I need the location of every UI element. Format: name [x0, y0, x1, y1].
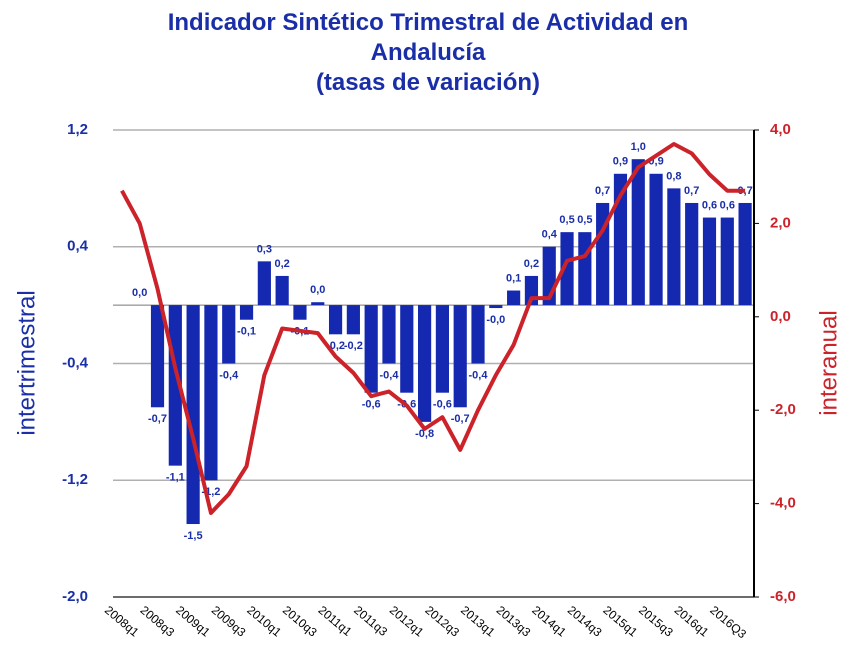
title-block: Indicador Sintético Trimestral de Activi…	[108, 8, 748, 98]
bar	[631, 159, 645, 306]
y2-tick-label: -4,0	[770, 495, 796, 512]
data-label: -0,7	[148, 413, 167, 425]
x-tick-label: 2009q1	[173, 603, 213, 640]
x-tick-label: 2009q3	[209, 603, 249, 640]
y-tick-label: -2,0	[62, 588, 88, 605]
bar	[311, 302, 325, 306]
bar	[382, 305, 396, 364]
bar	[596, 202, 610, 306]
data-label: -0,7	[451, 413, 470, 425]
x-tick-label: 2016Q3	[707, 603, 749, 641]
data-label: 0,5	[559, 214, 574, 226]
bar	[578, 232, 592, 306]
bar	[328, 305, 343, 335]
bar	[667, 188, 681, 306]
x-tick-label: 2010q1	[244, 603, 284, 640]
bar	[613, 173, 628, 306]
data-label: 0,0	[132, 287, 147, 299]
x-tick-label: 2014q1	[529, 603, 569, 640]
bar	[222, 305, 236, 364]
x-tick-label: 2016q1	[672, 603, 712, 640]
bar	[738, 202, 752, 306]
data-label: 0,3	[257, 243, 272, 255]
x-tick-label: 2012q1	[387, 603, 427, 640]
bar	[400, 305, 414, 393]
bar	[507, 290, 521, 306]
y2-tick-label: 2,0	[770, 214, 791, 231]
bar	[186, 305, 200, 525]
data-label: 0,6	[720, 199, 735, 211]
data-label: 0,7	[684, 185, 699, 197]
data-label: -1,5	[184, 530, 203, 542]
data-label: -0,0	[486, 314, 505, 326]
x-tick-label: 2013q3	[494, 603, 534, 640]
bar	[418, 305, 432, 422]
y2-tick-label: -2,0	[770, 401, 796, 418]
y2-tick-label: 4,0	[770, 121, 791, 138]
x-tick-label: 2010q3	[280, 603, 320, 640]
bar	[453, 305, 467, 408]
bar	[150, 305, 165, 408]
chart-title: Indicador Sintético Trimestral de Activi…	[167, 9, 689, 66]
x-tick-label: 2011q1	[316, 603, 355, 639]
data-label: 0,2	[524, 258, 539, 270]
y-tick-label: 0,4	[67, 238, 89, 255]
line	[120, 142, 746, 515]
bar	[702, 217, 717, 306]
data-label: -0,8	[415, 428, 434, 440]
bar	[275, 275, 289, 306]
bar	[471, 305, 485, 364]
bar	[346, 305, 360, 335]
data-label: 0,1	[506, 272, 521, 284]
bar	[560, 232, 574, 306]
chart-subtitle: (tasas de variación)	[315, 69, 541, 96]
x-tick-label: 2012q3	[422, 603, 462, 640]
bar	[364, 305, 378, 393]
y-tick-label: -0,4	[62, 354, 89, 371]
data-label: -0,2	[344, 340, 363, 352]
y-tick-label: -1,2	[62, 471, 88, 488]
y2-axis-title: interanual	[815, 310, 842, 415]
data-label: 0,0	[310, 284, 325, 296]
bar	[293, 305, 307, 320]
x-tick-label: 2014q3	[565, 603, 605, 640]
bar	[204, 305, 218, 481]
data-label: -0,4	[469, 369, 489, 381]
x-tick-label: 2015q3	[636, 603, 676, 640]
data-label: -0,6	[433, 399, 452, 411]
x-tick-label: 2011q3	[351, 603, 390, 639]
data-label: 0,6	[702, 199, 717, 211]
data-label: -0,4	[219, 369, 239, 381]
data-label: 0,4	[542, 229, 558, 241]
data-label: 0,9	[613, 156, 628, 168]
y2-tick-label: 0,0	[770, 308, 791, 325]
bar	[489, 305, 503, 309]
x-tick-label: 2008q1	[102, 603, 142, 640]
bar	[239, 305, 254, 320]
bar	[435, 305, 449, 393]
y2-tick-label: -6,0	[770, 588, 796, 605]
data-label: -0,1	[237, 326, 256, 338]
data-label: 0,5	[577, 214, 592, 226]
x-tick-label: 2013q1	[458, 603, 498, 640]
data-label: 0,2	[275, 258, 290, 270]
bar	[720, 217, 734, 306]
data-label: 0,7	[595, 185, 610, 197]
y-axis-title: intertrimestral	[13, 290, 40, 435]
y-tick-label: 1,2	[67, 121, 88, 138]
bar	[685, 202, 699, 306]
data-label: 0,8	[666, 170, 681, 182]
data-label: 1,0	[631, 141, 646, 153]
bar	[257, 261, 271, 306]
bar	[649, 173, 663, 306]
x-tick-label: 2008q3	[138, 603, 178, 640]
data-label: -0,4	[380, 369, 400, 381]
data-label: -0,6	[362, 399, 381, 411]
x-tick-label: 2015q1	[600, 603, 640, 640]
data-label: -1,1	[166, 472, 185, 484]
